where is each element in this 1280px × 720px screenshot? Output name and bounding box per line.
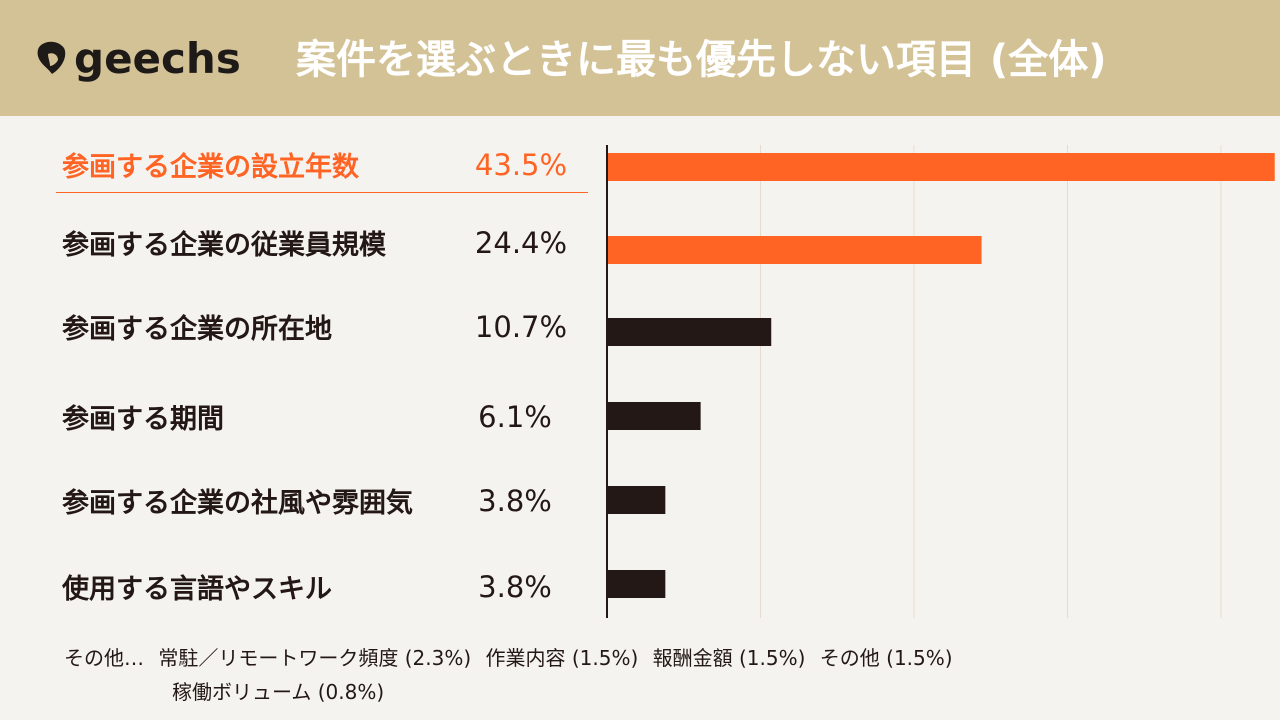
bar [607, 402, 701, 430]
category-label: 参画する期間 [62, 404, 224, 435]
header-bar: geechs 案件を選ぶときに最も優先しない項目 (全体) [0, 0, 1280, 116]
bar [607, 486, 666, 514]
value-label: 3.8% [478, 570, 552, 604]
bar [607, 318, 772, 346]
category-label: 参画する企業の社風や雰囲気 [62, 488, 413, 519]
value-label: 24.4% [474, 226, 568, 260]
category-label: 参画する企業の設立年数 [62, 152, 359, 183]
logo-text: geechs [74, 33, 241, 83]
value-label: 3.8% [478, 484, 552, 518]
category-label: 使用する言語やスキル [62, 574, 332, 605]
page-title: 案件を選ぶときに最も優先しない項目 (全体) [296, 37, 1107, 83]
value-label: 6.1% [478, 400, 552, 434]
highlight-underline [56, 192, 588, 193]
footer-item: 稼働ボリューム (0.8%) [172, 680, 385, 704]
category-label: 参画する企業の従業員規模 [62, 230, 386, 261]
value-label: 43.5% [474, 148, 568, 182]
footer-item: 常駐／リモートワーク頻度 (2.3%) [158, 646, 472, 670]
footer-other-line2: 稼働ボリューム (0.8%) [172, 678, 392, 706]
footer-item: 報酬金額 (1.5%) [652, 646, 806, 670]
geechs-logo: geechs [34, 30, 241, 86]
value-label: 10.7% [474, 310, 568, 344]
bar [607, 236, 982, 264]
footer-other-line1: その他… 常駐／リモートワーク頻度 (2.3%) 作業内容 (1.5%) 報酬金… [64, 644, 961, 672]
bar [607, 153, 1275, 181]
footer-item: その他 (1.5%) [819, 646, 953, 670]
geechs-logo-icon [37, 41, 66, 74]
category-label: 参画する企業の所在地 [62, 314, 332, 345]
bar [607, 570, 666, 598]
footer-item: 作業内容 (1.5%) [485, 646, 639, 670]
footer-prefix: その他… [64, 646, 144, 670]
